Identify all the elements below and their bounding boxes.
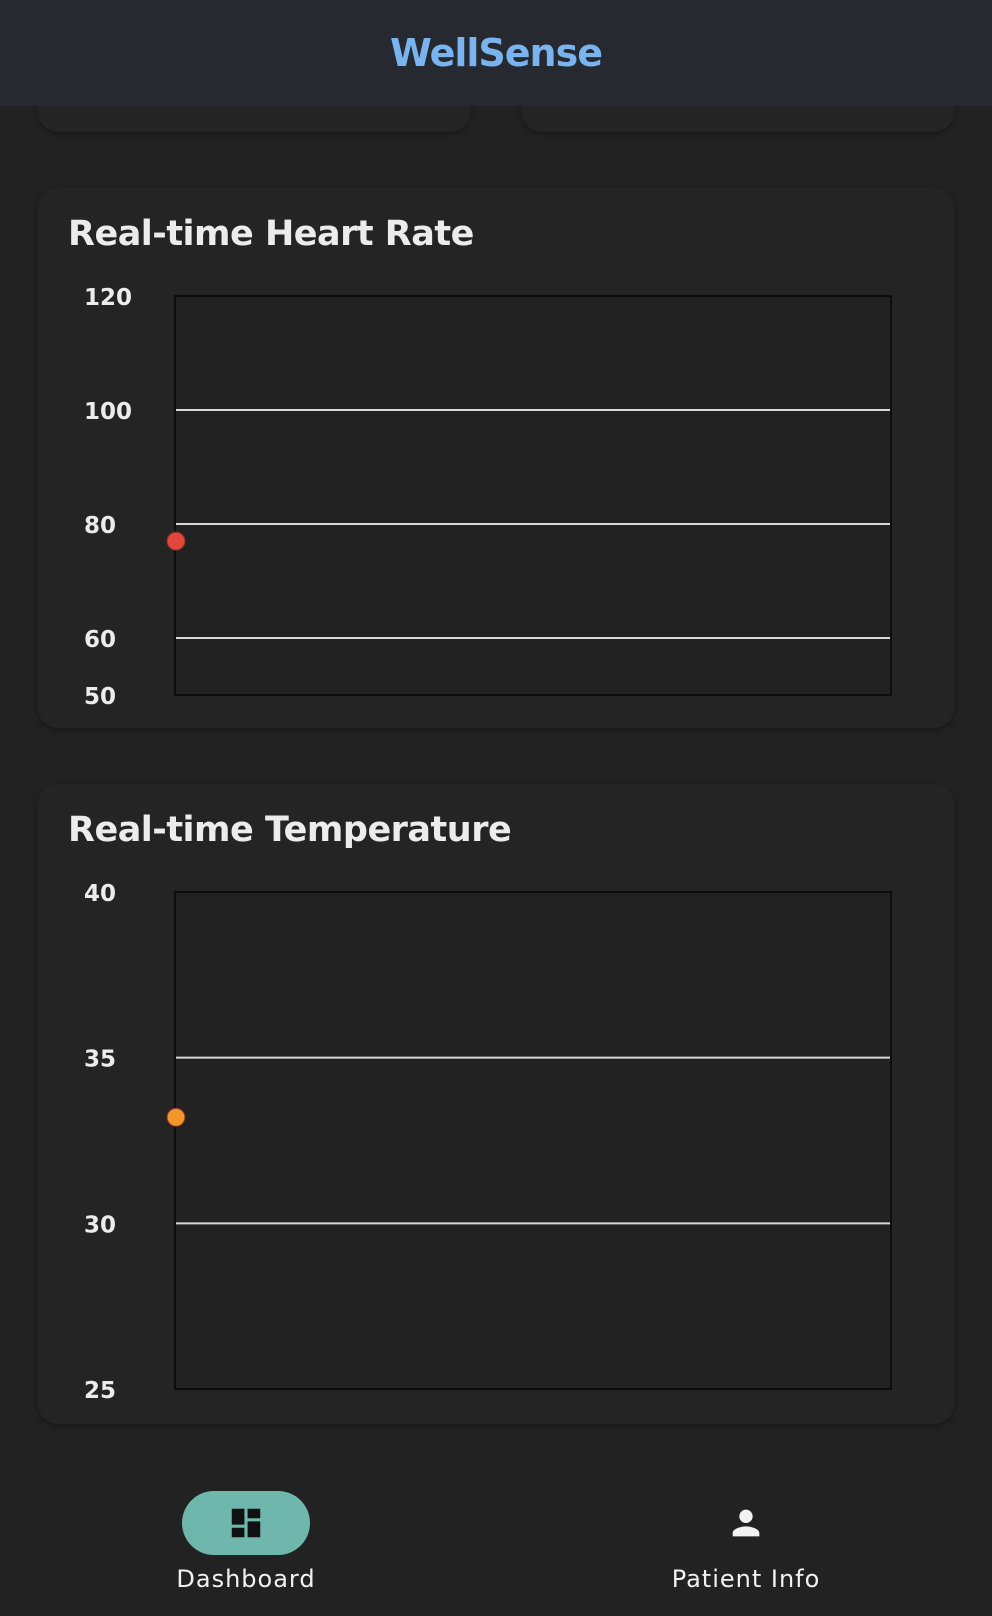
dashboard-icon <box>231 1508 261 1538</box>
temperature-plot-area <box>174 891 892 1390</box>
heart-rate-y-tick-label: 60 <box>84 627 116 653</box>
temperature-chart: 40 35 30 25 <box>84 881 892 1404</box>
nav-dashboard-indicator[interactable] <box>182 1491 310 1555</box>
heart-rate-plot-area <box>174 295 892 696</box>
app-title: WellSense <box>390 31 603 75</box>
person-icon <box>732 1509 760 1537</box>
heart-rate-y-tick-label: 100 <box>84 399 132 425</box>
app-bar: WellSense <box>0 0 992 106</box>
heart-rate-y-tick-label: 120 <box>84 285 132 311</box>
heart-rate-y-tick-label: 80 <box>84 513 116 539</box>
temperature-y-tick-label: 25 <box>84 1378 116 1404</box>
temperature-y-tick-label: 35 <box>84 1047 116 1073</box>
temperature-card: Real-time Temperature 40 35 30 25 <box>37 784 955 1424</box>
heart-rate-chart: 120 100 80 60 50 <box>84 285 892 710</box>
nav-patient-info-label: Patient Info <box>671 1565 821 1593</box>
temperature-y-tick-label: 40 <box>84 881 116 907</box>
heart-rate-title: Real-time Heart Rate <box>68 214 474 254</box>
nav-patient-info-indicator[interactable] <box>682 1491 810 1555</box>
temperature-title: Real-time Temperature <box>68 810 512 850</box>
nav-dashboard-label: Dashboard <box>176 1565 316 1593</box>
bottom-navigation: Dashboard Patient Info <box>0 1460 992 1616</box>
heart-rate-card: Real-time Heart Rate 120 100 80 60 50 <box>37 188 955 728</box>
temperature-data-point <box>166 1107 186 1127</box>
nav-patient-info[interactable]: Patient Info <box>596 1460 896 1616</box>
temperature-y-tick-label: 30 <box>84 1212 116 1238</box>
nav-dashboard[interactable]: Dashboard <box>96 1460 396 1616</box>
heart-rate-y-tick-label: 50 <box>84 684 116 710</box>
heart-rate-data-point <box>166 531 186 551</box>
